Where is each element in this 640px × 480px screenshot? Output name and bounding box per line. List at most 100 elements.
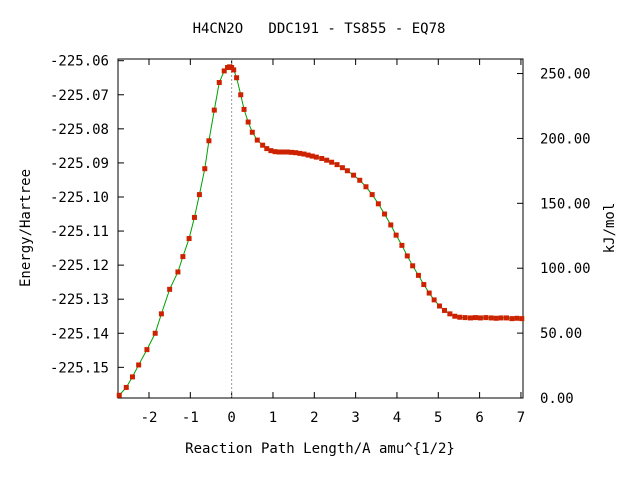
x-tick-label: 7	[517, 410, 525, 426]
data-point	[415, 272, 421, 278]
data-point	[249, 129, 255, 135]
data-point	[404, 253, 410, 259]
energy-profile-line	[118, 66, 522, 396]
y2-tick-label: 0.00	[540, 391, 574, 407]
data-point	[260, 142, 266, 148]
x-tick-label: 3	[351, 410, 359, 426]
data-point	[375, 201, 381, 207]
data-point	[388, 222, 394, 228]
data-point	[382, 211, 388, 217]
y-tick-label: -225.06	[50, 54, 109, 70]
data-point	[503, 315, 509, 321]
data-point	[426, 290, 432, 296]
data-point	[289, 149, 295, 155]
x-tick-label: 4	[393, 410, 401, 426]
x-tick-label: 5	[434, 410, 442, 426]
data-point	[254, 137, 260, 143]
chart-title: H4CN2O DDC191 - TS855 - EQ78	[193, 21, 446, 37]
data-point	[180, 254, 186, 260]
data-point	[276, 149, 282, 155]
y2-axis-title: kJ/mol	[602, 203, 618, 254]
y-tick-label: -225.07	[50, 88, 109, 104]
data-point	[363, 184, 369, 190]
data-point	[319, 155, 325, 161]
data-point	[488, 315, 494, 321]
data-point	[324, 157, 330, 163]
x-tick-label: 2	[310, 410, 318, 426]
y-axis-left: -225.06 -225.07 -225.08 -225.09 -225.10 -225.…	[50, 54, 124, 376]
data-point	[211, 107, 217, 113]
y-tick-label: -225.14	[50, 326, 109, 342]
y-tick-label: -225.12	[50, 258, 109, 274]
data-point	[241, 106, 247, 112]
data-point	[264, 146, 270, 152]
data-point	[498, 315, 504, 321]
y2-tick-label: 50.00	[540, 326, 582, 342]
data-point	[301, 151, 307, 157]
data-point	[468, 315, 474, 321]
data-point	[351, 172, 357, 178]
data-point	[399, 242, 405, 248]
data-point	[158, 311, 164, 317]
data-point	[202, 166, 208, 172]
plot-frame	[117, 58, 524, 399]
y-tick-label: -225.11	[50, 224, 109, 240]
data-point	[509, 316, 515, 322]
data-point	[514, 315, 520, 321]
y-tick-label: -225.08	[50, 122, 109, 138]
data-point	[191, 214, 197, 220]
y2-tick-label: 100.00	[540, 261, 591, 277]
data-point	[452, 313, 458, 319]
data-point	[221, 68, 227, 74]
x-axis-title: Reaction Path Length/A amu^{1/2}	[185, 441, 455, 457]
data-point	[280, 149, 286, 155]
data-point	[123, 384, 129, 390]
data-point	[293, 150, 299, 156]
data-point	[309, 153, 315, 159]
data-point	[144, 347, 150, 353]
data-point	[152, 330, 158, 336]
data-point	[441, 307, 447, 313]
data-point	[129, 374, 135, 380]
y2-tick-label: 150.00	[540, 196, 591, 212]
data-point	[334, 162, 340, 168]
data-point	[477, 315, 483, 321]
data-point	[437, 303, 443, 309]
data-point	[234, 75, 240, 81]
data-point	[410, 263, 416, 269]
data-point	[297, 150, 303, 156]
data-point	[421, 282, 427, 288]
y-tick-label: -225.09	[50, 156, 109, 172]
data-point	[268, 148, 274, 154]
x-tick-label: -2	[141, 410, 158, 426]
data-point	[245, 119, 251, 125]
y2-tick-label: 200.00	[540, 131, 591, 147]
data-point	[447, 311, 453, 317]
x-tick-label: 6	[475, 410, 483, 426]
data-point	[175, 269, 181, 275]
data-point	[344, 168, 350, 174]
data-point	[493, 315, 499, 321]
data-point	[136, 362, 142, 368]
y2-tick-label: 250.00	[540, 67, 591, 83]
y-axis-right: 0.00 50.00 100.00 150.00 200.00 250.00	[517, 67, 591, 407]
data-point	[206, 138, 212, 144]
data-point	[167, 286, 173, 292]
data-point	[284, 149, 290, 155]
x-tick-label: 1	[269, 410, 277, 426]
data-point	[216, 80, 222, 86]
data-point	[431, 297, 437, 303]
data-point	[329, 159, 335, 165]
data-point	[472, 315, 478, 321]
data-point	[116, 392, 122, 398]
data-point	[462, 315, 468, 321]
x-axis: -2 -1 0 1 2 3 4 5 6 7	[141, 59, 525, 426]
x-tick-label: 0	[227, 410, 235, 426]
data-point	[186, 236, 192, 242]
y-tick-label: -225.13	[50, 292, 109, 308]
data-point	[457, 314, 463, 320]
data-point	[238, 92, 244, 98]
y-tick-label: -225.15	[50, 360, 109, 376]
data-point	[196, 192, 202, 198]
